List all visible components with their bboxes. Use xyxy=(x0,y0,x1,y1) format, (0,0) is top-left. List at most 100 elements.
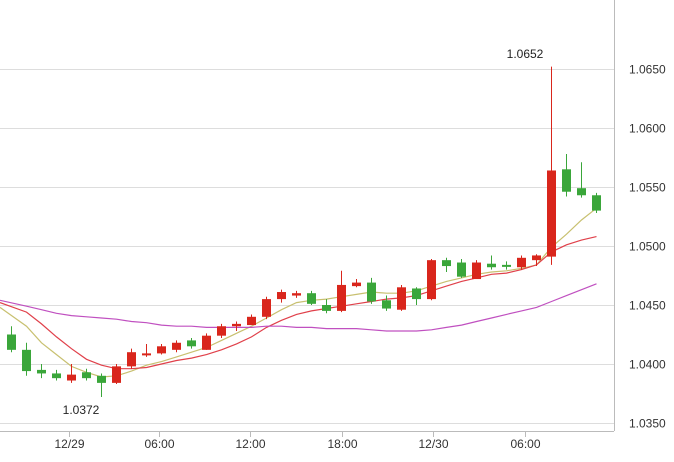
candle xyxy=(232,321,241,331)
candle-body xyxy=(157,346,166,354)
candle xyxy=(547,66,556,265)
axes: 1.0650 1.0600 1.0550 1.0500 1.0450 1.0400 1.03… xyxy=(0,0,666,451)
candle-body xyxy=(217,326,226,336)
candle xyxy=(427,258,436,301)
candle-body xyxy=(577,188,586,196)
candle-body xyxy=(592,195,601,211)
candle xyxy=(517,255,526,270)
candle-body xyxy=(22,349,31,372)
low-annotation: 1.0372 xyxy=(63,403,100,417)
x-tick-label: 18:00 xyxy=(327,437,357,451)
candle-body xyxy=(67,374,76,381)
candles xyxy=(7,66,601,398)
x-tick-label: 12:00 xyxy=(235,437,265,451)
candle-body xyxy=(142,353,151,356)
labels: 1.0652 1.0372 xyxy=(63,47,544,417)
candle-body xyxy=(277,292,286,300)
ma-long-line xyxy=(0,283,597,332)
candle xyxy=(487,255,496,270)
candle-body xyxy=(397,287,406,310)
candle xyxy=(307,290,316,305)
y-tick-label: 1.0400 xyxy=(629,358,666,372)
candle xyxy=(457,258,466,278)
x-tick-label: 06:00 xyxy=(510,437,540,451)
candle xyxy=(7,326,16,353)
candle-body xyxy=(472,262,481,280)
candle xyxy=(502,261,511,270)
candle-body xyxy=(97,375,106,383)
moving-averages xyxy=(0,207,597,378)
candle-body xyxy=(292,293,301,296)
candle-body xyxy=(307,293,316,304)
candle xyxy=(322,299,331,314)
y-tick-label: 1.0600 xyxy=(629,122,666,136)
candle xyxy=(577,162,586,198)
candle-body xyxy=(52,373,61,379)
candle xyxy=(112,364,121,385)
candle-body xyxy=(187,340,196,347)
candle xyxy=(337,270,346,313)
candle-body xyxy=(442,260,451,267)
candle-body xyxy=(502,264,511,267)
y-tick-label: 1.0500 xyxy=(629,240,666,254)
x-tick-label: 12/30 xyxy=(418,437,448,451)
candle xyxy=(217,323,226,339)
candle xyxy=(262,296,271,320)
candle xyxy=(367,277,376,304)
y-tick-label: 1.0550 xyxy=(629,181,666,195)
candle xyxy=(82,368,91,381)
candle-body xyxy=(457,262,466,277)
candle-body xyxy=(37,369,46,374)
candle xyxy=(157,343,166,355)
candle xyxy=(202,333,211,350)
candle-body xyxy=(7,334,16,350)
candle xyxy=(187,338,196,349)
candle xyxy=(97,373,106,398)
candle xyxy=(52,369,61,381)
candle xyxy=(352,279,361,288)
candle xyxy=(292,290,301,298)
x-tick-label: 12/29 xyxy=(54,437,84,451)
candle-body xyxy=(247,316,256,326)
y-tick-label: 1.0650 xyxy=(629,63,666,77)
candle-body xyxy=(427,260,436,300)
candle xyxy=(37,364,46,379)
candle xyxy=(67,364,76,383)
candle-body xyxy=(322,305,331,311)
candle xyxy=(22,342,31,376)
grid xyxy=(0,69,614,424)
candle-body xyxy=(382,300,391,309)
candle xyxy=(247,314,256,326)
y-tick-label: 1.0450 xyxy=(629,299,666,313)
ma-mid-line xyxy=(0,236,597,370)
candle xyxy=(592,192,601,213)
candle-body xyxy=(127,352,136,367)
candle xyxy=(472,260,481,280)
candle-body xyxy=(352,282,361,287)
candle-body xyxy=(337,284,346,311)
candle xyxy=(142,343,151,357)
ma-short-line xyxy=(0,207,597,378)
candle-body xyxy=(562,169,571,192)
candle-body xyxy=(517,257,526,268)
candle xyxy=(127,348,136,369)
candle-body xyxy=(262,299,271,317)
high-annotation: 1.0652 xyxy=(507,47,544,61)
candle-body xyxy=(487,263,496,268)
candle-body xyxy=(232,323,241,327)
candle-body xyxy=(202,335,211,350)
candle xyxy=(172,340,181,353)
candle-body xyxy=(112,366,121,383)
candle-body xyxy=(82,372,91,379)
x-tick-label: 06:00 xyxy=(144,437,174,451)
candle xyxy=(532,254,541,267)
candle xyxy=(562,153,571,197)
candle xyxy=(277,289,286,303)
candle-body xyxy=(547,170,556,257)
candle-body xyxy=(412,288,421,300)
candle-body xyxy=(172,342,181,350)
candle xyxy=(412,287,421,305)
candle xyxy=(382,295,391,311)
candle xyxy=(397,284,406,311)
